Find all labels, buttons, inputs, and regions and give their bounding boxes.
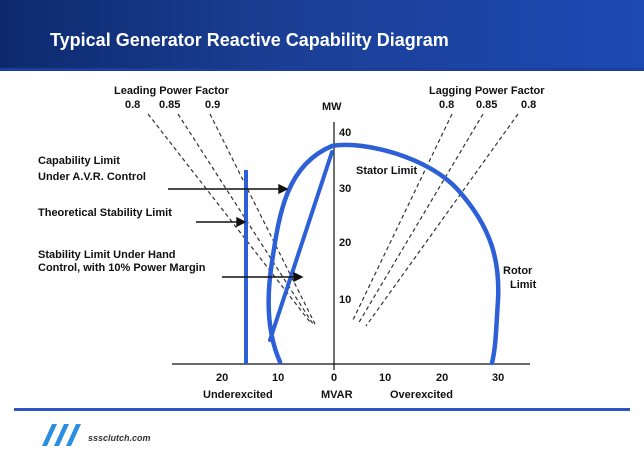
leading-pf-title: Leading Power Factor	[114, 85, 230, 97]
y-tick-label: 30	[339, 183, 351, 195]
arrow-hand-control-head	[293, 271, 304, 283]
page-title: Typical Generator Reactive Capability Di…	[50, 30, 449, 50]
arrow-theoretical-head	[236, 216, 247, 228]
lagging-pf-line-3	[365, 113, 519, 327]
header-divider	[0, 68, 644, 71]
x-tick-label: 20	[436, 372, 448, 384]
x-axis-label-mvar: MVAR	[321, 389, 353, 401]
x-tick-label: 10	[379, 372, 391, 384]
label-hand-control-margin: Control, with 10% Power Margin	[38, 262, 206, 274]
lagging-pf-title: Lagging Power Factor	[429, 85, 545, 97]
arrow-capability-limit-head	[278, 183, 289, 195]
leading-pf-value: 0.9	[205, 99, 220, 111]
leading-pf-value: 0.8	[125, 99, 140, 111]
label-capability-limit: Capability Limit	[38, 155, 120, 167]
y-tick-label: 20	[339, 237, 351, 249]
label-capability-limit-avr: Under A.V.R. Control	[38, 171, 146, 183]
capability-curve	[266, 142, 501, 366]
theoretical-stability-line	[268, 150, 334, 342]
lagging-pf-line-1	[351, 113, 453, 323]
lagging-pf-line-2	[357, 113, 484, 325]
leading-pf-line-0.8	[147, 113, 311, 323]
leading-pf-value: 0.85	[159, 99, 180, 111]
label-stator-limit: Stator Limit	[356, 165, 417, 177]
x-tick-label: 10	[272, 372, 284, 384]
footer-divider	[14, 408, 630, 411]
label-theoretical-stability: Theoretical Stability Limit	[38, 207, 172, 219]
lagging-pf-value: 0.85	[476, 99, 497, 111]
label-hand-control: Stability Limit Under Hand	[38, 249, 176, 261]
annotation-arrows	[168, 183, 304, 283]
footer-url[interactable]: sssclutch.com	[88, 433, 151, 443]
x-axis-label-overexcited: Overexcited	[390, 389, 453, 401]
label-rotor-limit: Limit	[510, 279, 537, 291]
x-tick-label: 30	[492, 372, 504, 384]
lagging-pf-lines	[351, 113, 519, 327]
y-axis-label: MW	[322, 101, 342, 113]
header-banner: Typical Generator Reactive Capability Di…	[0, 0, 644, 68]
label-rotor: Rotor	[503, 265, 533, 277]
x-axis-label-underexcited: Underexcited	[203, 389, 273, 401]
leading-pf-lines	[147, 113, 317, 327]
leading-pf-line-0.9	[209, 113, 317, 327]
y-tick-label: 40	[339, 127, 351, 139]
x-tick-label: 20	[216, 372, 228, 384]
lagging-pf-value: 0.8	[521, 99, 536, 111]
y-tick-label: 10	[339, 294, 351, 306]
sss-logo-icon	[42, 424, 81, 446]
x-tick-label: 0	[331, 372, 337, 384]
lagging-pf-value: 0.8	[439, 99, 454, 111]
